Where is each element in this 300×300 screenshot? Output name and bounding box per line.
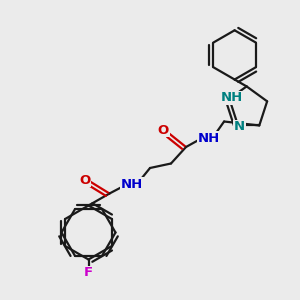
Text: NH: NH [220, 91, 243, 104]
Text: NH: NH [121, 178, 143, 191]
Text: O: O [158, 124, 169, 137]
Text: NH: NH [198, 131, 220, 145]
Text: N: N [234, 121, 245, 134]
Text: F: F [84, 266, 93, 280]
Text: O: O [79, 173, 90, 187]
